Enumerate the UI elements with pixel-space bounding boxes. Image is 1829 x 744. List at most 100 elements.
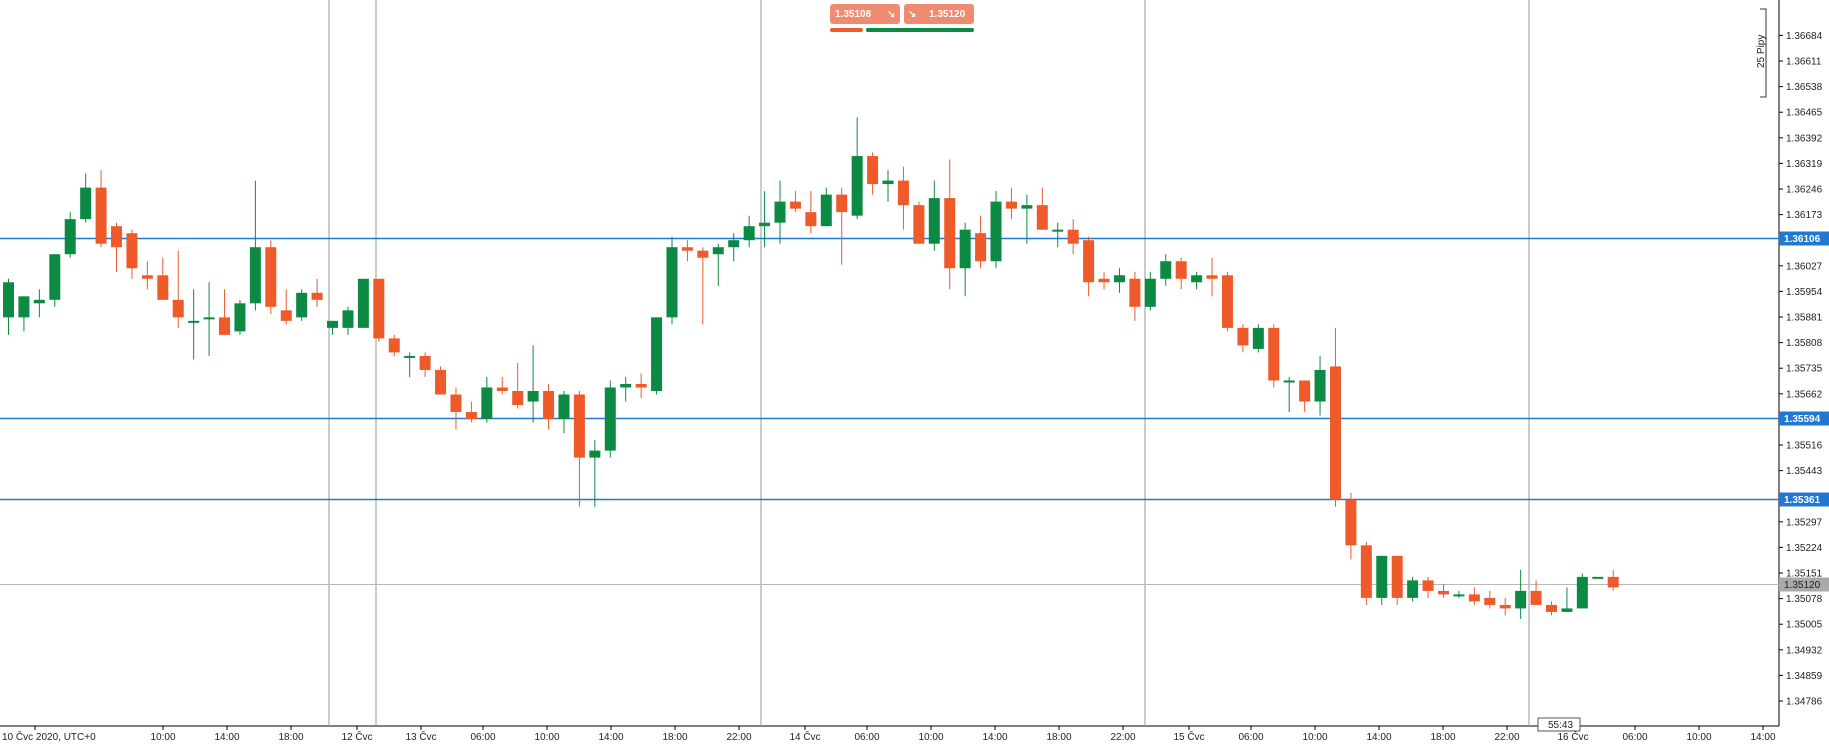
ask-badge[interactable]	[904, 4, 974, 24]
candle	[820, 187, 832, 227]
candle-body	[1437, 590, 1449, 595]
candle-body	[296, 292, 308, 318]
candle	[1098, 271, 1110, 290]
ask-price: 1.35120	[929, 9, 966, 20]
candle	[635, 373, 647, 399]
plot-area[interactable]	[0, 0, 1779, 726]
candle	[296, 289, 308, 321]
candle-body	[774, 201, 786, 223]
candle	[1129, 271, 1141, 321]
candle	[1376, 555, 1388, 605]
time-axis: 10 Čvc 2020, UTC+0 10:00 14:00 18:00 12 Čvc 1…	[2, 726, 1776, 743]
candle	[172, 250, 184, 328]
time-tick-label: 10:00	[150, 732, 175, 743]
candle	[959, 222, 971, 297]
candle-body	[1237, 327, 1249, 346]
candle	[465, 401, 477, 423]
candle-body	[882, 180, 894, 185]
candle	[512, 362, 524, 409]
price-tick-label: 1.35516	[1786, 441, 1823, 452]
time-tick-label: 10:00	[534, 732, 559, 743]
candle	[388, 334, 400, 356]
candle	[1561, 587, 1573, 612]
candle	[944, 159, 956, 290]
candle-body	[851, 156, 863, 216]
candle	[867, 152, 879, 195]
candle-body	[681, 247, 693, 251]
candle-body	[1484, 597, 1496, 605]
time-tick-label: 10:00	[918, 732, 943, 743]
timer-value: 55:43	[1548, 720, 1573, 731]
time-tick-label: 06:00	[1622, 732, 1647, 743]
candle-body	[496, 387, 508, 391]
candle-body	[897, 180, 909, 206]
price-tick-label: 1.36392	[1786, 133, 1823, 144]
candle	[712, 243, 724, 286]
candle	[141, 261, 153, 290]
candle-body	[975, 233, 987, 262]
candle-body	[126, 233, 138, 269]
candle-body	[172, 299, 184, 318]
price-tick-label: 1.35954	[1786, 287, 1823, 298]
session-separators	[328, 0, 1530, 726]
candle-body	[1036, 205, 1048, 230]
candle-body	[234, 303, 246, 332]
candle-body	[1052, 229, 1064, 232]
time-tick-label: 13 Čvc	[405, 730, 436, 743]
candle-body	[512, 390, 524, 406]
candle	[33, 289, 45, 318]
candle-body	[481, 387, 493, 420]
candle-body	[1592, 576, 1604, 579]
candle-body	[836, 194, 848, 213]
candle	[1422, 576, 1434, 598]
candle	[1299, 380, 1311, 413]
candle-body	[388, 338, 400, 353]
candle-body	[465, 412, 477, 420]
candle-body	[558, 394, 570, 420]
candle-body	[1175, 261, 1187, 279]
pips-label: 25 Pipy	[1756, 35, 1767, 68]
bid-badge[interactable]	[830, 4, 900, 24]
candle	[234, 299, 246, 335]
candle	[404, 352, 416, 377]
candle-body	[959, 229, 971, 269]
candle-body	[1530, 590, 1542, 605]
candle	[589, 440, 601, 507]
candle-body	[249, 247, 261, 304]
quote-panel[interactable]: 1.35108 ↘ ↘ 1.35120	[830, 4, 974, 32]
candle	[1175, 257, 1187, 290]
price-tick-label: 1.35443	[1786, 466, 1823, 477]
level-price-label: 1.36106	[1784, 234, 1821, 245]
candle	[64, 212, 76, 258]
price-tick-label: 1.36465	[1786, 108, 1823, 119]
time-tick-label: 15 Čvc	[1173, 730, 1204, 743]
candle	[882, 170, 894, 202]
candle-body	[157, 275, 169, 300]
candle	[1437, 583, 1449, 598]
candle	[1530, 580, 1542, 605]
candle	[1607, 569, 1619, 591]
price-tick-label: 1.34932	[1786, 645, 1823, 656]
price-tick-label: 1.35808	[1786, 338, 1823, 349]
candle	[805, 191, 817, 234]
candle-body	[573, 394, 585, 458]
time-tick-label: 10 Čvc 2020, UTC+0	[2, 730, 96, 743]
horizontal-levels[interactable]: 1.36106 1.35594 1.35361 1.35120	[0, 231, 1829, 592]
candle	[697, 247, 709, 325]
candle-body	[373, 278, 385, 339]
candle-body	[651, 317, 663, 391]
candle-body	[3, 282, 14, 318]
candle	[836, 187, 848, 265]
candle-body	[1283, 380, 1295, 383]
candle	[620, 376, 632, 402]
candle	[1160, 254, 1172, 286]
candle	[1021, 194, 1033, 244]
candle-body	[203, 317, 215, 320]
candle-body	[49, 254, 61, 300]
candle	[265, 240, 277, 314]
candle	[311, 278, 323, 307]
candle	[1546, 601, 1557, 616]
candle-body	[527, 390, 539, 402]
time-tick-label: 06:00	[1238, 732, 1263, 743]
